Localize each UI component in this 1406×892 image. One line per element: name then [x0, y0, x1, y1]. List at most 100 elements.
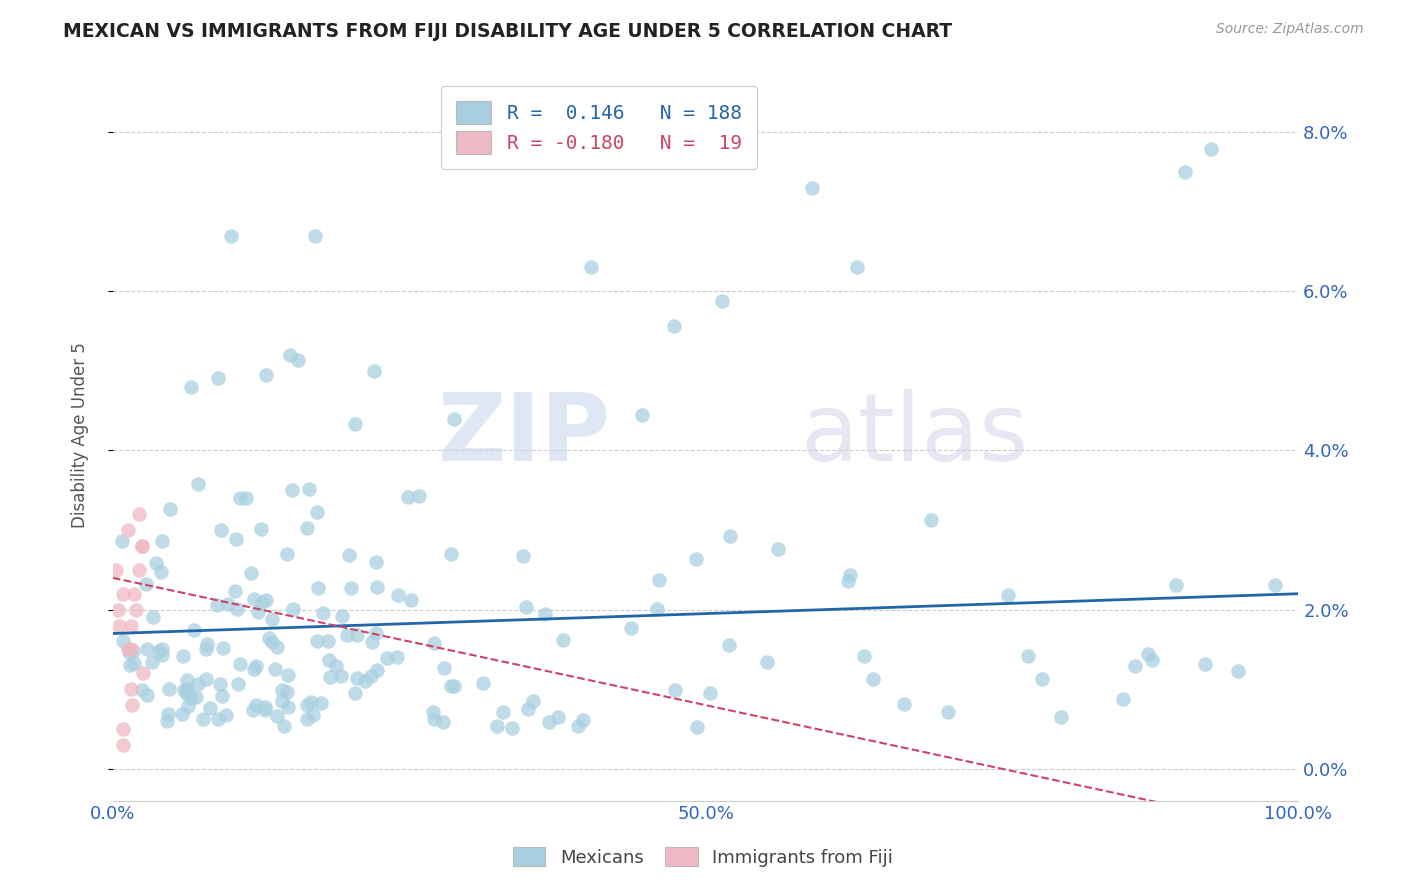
Point — [302, 707, 325, 722]
Point — [263, 662, 285, 676]
Point — [366, 580, 388, 594]
Point — [846, 260, 869, 275]
Point — [318, 653, 340, 667]
Point — [187, 677, 209, 691]
Point — [281, 602, 304, 616]
Point — [176, 673, 198, 687]
Point — [211, 640, 233, 655]
Point — [517, 702, 540, 716]
Point — [148, 644, 170, 658]
Point — [281, 483, 304, 497]
Point — [184, 690, 207, 704]
Point — [443, 679, 465, 693]
Point — [142, 609, 165, 624]
Point — [354, 673, 377, 688]
Point — [766, 542, 789, 557]
Point — [191, 712, 214, 726]
Point — [187, 477, 209, 491]
Point — [486, 719, 509, 733]
Point — [440, 547, 463, 561]
Point — [260, 634, 283, 648]
Point — [440, 679, 463, 693]
Point — [699, 686, 721, 700]
Point — [297, 698, 319, 713]
Point — [141, 655, 163, 669]
Point — [240, 566, 263, 580]
Point — [195, 672, 218, 686]
Point — [297, 483, 319, 497]
Point — [108, 618, 131, 632]
Text: ZIP: ZIP — [437, 389, 610, 481]
Point — [180, 380, 202, 394]
Point — [120, 658, 142, 673]
Point — [472, 676, 495, 690]
Point — [433, 661, 456, 675]
Point — [242, 703, 264, 717]
Point — [150, 533, 173, 548]
Point — [339, 549, 361, 563]
Text: atlas: atlas — [800, 389, 1029, 481]
Point — [128, 563, 150, 577]
Point — [131, 539, 153, 553]
Point — [547, 710, 569, 724]
Point — [387, 588, 409, 602]
Point — [112, 587, 135, 601]
Point — [135, 577, 157, 591]
Point — [330, 609, 353, 624]
Point — [249, 522, 271, 536]
Point — [408, 489, 430, 503]
Point — [329, 669, 352, 683]
Legend: Mexicans, Immigrants from Fiji: Mexicans, Immigrants from Fiji — [503, 838, 903, 876]
Point — [226, 602, 249, 616]
Point — [396, 490, 419, 504]
Point — [172, 707, 194, 722]
Point — [512, 549, 534, 563]
Point — [319, 670, 342, 684]
Point — [318, 633, 340, 648]
Point — [117, 642, 139, 657]
Point — [501, 721, 523, 735]
Point — [366, 626, 388, 640]
Point — [295, 521, 318, 535]
Point — [686, 720, 709, 734]
Point — [215, 708, 238, 723]
Point — [711, 293, 734, 308]
Point — [205, 599, 228, 613]
Point — [862, 672, 884, 686]
Point — [132, 666, 155, 681]
Point — [253, 702, 276, 716]
Point — [648, 573, 671, 587]
Point — [243, 591, 266, 606]
Point — [112, 722, 135, 736]
Point — [172, 648, 194, 663]
Point — [120, 682, 142, 697]
Point — [219, 228, 242, 243]
Point — [522, 694, 544, 708]
Point — [254, 368, 277, 382]
Point — [276, 684, 298, 698]
Point — [343, 417, 366, 431]
Point — [136, 688, 159, 702]
Point — [1174, 165, 1197, 179]
Point — [176, 682, 198, 697]
Point — [1194, 657, 1216, 671]
Point — [177, 699, 200, 714]
Point — [277, 668, 299, 682]
Point — [664, 682, 686, 697]
Point — [837, 574, 859, 588]
Point — [579, 260, 602, 275]
Point — [1227, 664, 1250, 678]
Point — [572, 714, 595, 728]
Point — [567, 719, 589, 733]
Point — [128, 507, 150, 521]
Point — [346, 671, 368, 685]
Point — [839, 568, 862, 582]
Point — [852, 648, 875, 663]
Point — [364, 555, 387, 569]
Point — [312, 606, 335, 620]
Point — [195, 637, 218, 651]
Point — [271, 694, 294, 708]
Point — [277, 700, 299, 714]
Point — [145, 556, 167, 570]
Point — [107, 602, 129, 616]
